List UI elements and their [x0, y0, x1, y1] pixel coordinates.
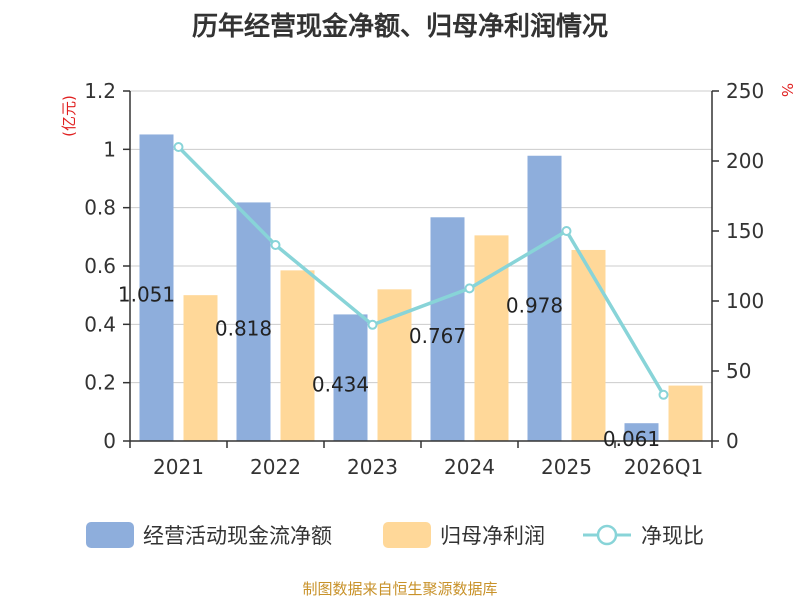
ratio-point — [464, 283, 475, 294]
right-tick-label: 50 — [726, 359, 751, 383]
cashflow-data-label: 0.767 — [409, 324, 466, 348]
cashflow-data-label: 0.818 — [215, 317, 272, 341]
grid — [130, 90, 712, 384]
cashflow-bar — [139, 134, 174, 442]
legend-label-cashflow: 经营活动现金流净额 — [143, 524, 332, 548]
ratio-point — [561, 226, 572, 236]
x-tick-label: 2023 — [347, 455, 398, 479]
ratio-point — [658, 389, 669, 400]
cashflow-bar — [236, 202, 271, 441]
left-tick-label: 0.8 — [84, 196, 116, 220]
right-tick-label: 250 — [726, 79, 764, 103]
cashflow-bar — [527, 155, 562, 441]
right-tick-label: 100 — [726, 289, 764, 313]
right-tick-label: 150 — [726, 219, 764, 243]
ratio-point — [270, 240, 281, 250]
ratio-point — [173, 142, 184, 152]
net-profit-bar — [668, 385, 703, 441]
legend-label-ratio: 净现比 — [641, 524, 704, 548]
cashflow-bar — [430, 217, 465, 441]
cashflow-data-label: 1.051 — [118, 283, 175, 307]
legend: 经营活动现金流净额 归母净利润 净现比 — [86, 522, 704, 548]
x-tick-label: 2021 — [153, 455, 204, 479]
net-profit-bar — [377, 289, 412, 441]
right-axis-unit: % — [778, 83, 796, 97]
left-tick-label: 1 — [103, 137, 116, 161]
x-tick-label: 2024 — [444, 455, 495, 479]
cashflow-data-label: 0.434 — [312, 373, 369, 397]
cashflow-data-label: 0.978 — [506, 293, 563, 317]
net-profit-bar — [183, 295, 218, 441]
cashflow-bar — [333, 314, 368, 441]
data-labels: 1.051 0.818 0.434 0.767 0.978 0.061 — [118, 283, 660, 451]
legend-swatch-cashflow — [86, 522, 134, 548]
left-tick-label: 0 — [103, 429, 116, 453]
left-axis-unit: (亿元) — [60, 95, 78, 137]
left-tick-label: 0.2 — [84, 371, 116, 395]
bars — [139, 134, 703, 442]
cashflow-data-label: 0.061 — [603, 427, 660, 451]
chart-title: 历年经营现金净额、归母净利润情况 — [191, 12, 608, 42]
x-tick-label: 2022 — [250, 455, 301, 479]
x-tick-label: 2026Q1 — [624, 455, 703, 479]
legend-marker-ratio — [596, 524, 618, 546]
net-profit-bar — [280, 270, 315, 441]
source-note: 制图数据来自恒生聚源数据库 — [302, 580, 498, 598]
left-tick-label: 0.6 — [84, 254, 116, 278]
right-tick-label: 200 — [726, 149, 764, 173]
left-tick-label: 0.4 — [84, 312, 116, 336]
ratio-point — [367, 319, 378, 330]
left-tick-label: 1.2 — [84, 79, 116, 103]
legend-label-net-profit: 归母净利润 — [440, 524, 545, 548]
net-profit-bar — [474, 235, 509, 441]
right-tick-label: 0 — [726, 429, 739, 453]
net-profit-bar — [571, 249, 606, 441]
axes: 0 0.2 0.4 0.6 0.8 1 1.2 0 50 100 150 200 250 2021 2022… — [60, 79, 796, 479]
ratio-line — [177, 145, 666, 396]
cashflow-bar — [624, 423, 659, 441]
ratio-line-group — [173, 142, 669, 400]
x-tick-label: 2025 — [541, 455, 592, 479]
legend-swatch-net-profit — [383, 522, 431, 548]
